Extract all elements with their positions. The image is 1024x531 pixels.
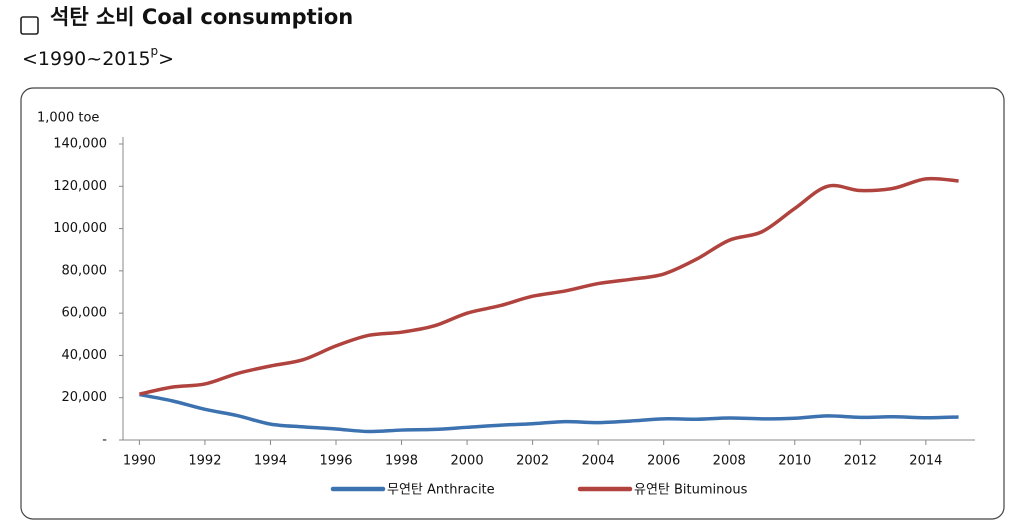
y-tick-label: 100,000 [53, 221, 107, 236]
y-tick-label: 80,000 [62, 263, 108, 278]
series-line [139, 176, 959, 396]
x-tick-label: 1994 [254, 454, 287, 469]
y-tick-label: 140,000 [53, 137, 107, 152]
y-tick-label: 60,000 [62, 306, 108, 321]
x-tick-label: 2014 [909, 454, 942, 469]
page-title: 석탄 소비 Coal consumption [50, 5, 353, 29]
x-tick-label: 1998 [385, 454, 418, 469]
x-tick-label: 2012 [844, 454, 877, 469]
y-tick-label: 20,000 [62, 390, 108, 405]
y-tick-label: 40,000 [62, 348, 108, 363]
y-tick-label: - [102, 433, 107, 448]
x-tick-label: 2008 [713, 454, 746, 469]
title-box-icon [20, 16, 39, 35]
x-tick-label: 2006 [647, 454, 680, 469]
subtitle: <1990~2015p> [22, 44, 174, 70]
x-tick-label: 2010 [778, 454, 811, 469]
y-tick-label: 120,000 [53, 179, 107, 194]
x-tick-label: 2004 [582, 454, 615, 469]
series-line [139, 392, 959, 434]
subtitle-text: <1990~2015 [22, 48, 151, 70]
x-tick-label: 2002 [516, 454, 549, 469]
legend-label: 유연탄 Bituminous [634, 483, 748, 498]
y-axis-label: 1,000 toe [37, 111, 99, 126]
x-tick-label: 1990 [123, 454, 156, 469]
legend-label: 무연탄 Anthracite [387, 483, 495, 498]
chart-frame [20, 87, 1005, 520]
x-tick-label: 1996 [319, 454, 352, 469]
subtitle-suffix: > [158, 48, 174, 70]
x-tick-label: 1992 [188, 454, 221, 469]
x-tick-label: 2000 [451, 454, 484, 469]
subtitle-superscript: p [151, 44, 159, 58]
